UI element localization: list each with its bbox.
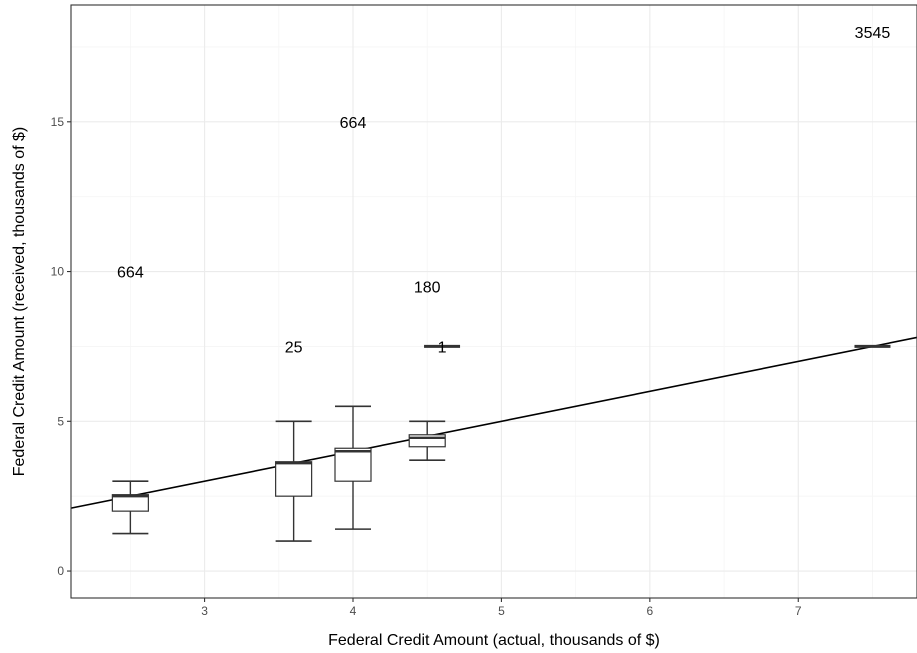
box [334,405,372,530]
x-tick-label: 3 [201,604,208,618]
y-tick-label: 10 [51,265,65,279]
reference-line-group [70,336,917,509]
panel-border [70,4,917,599]
reference-line [70,336,917,509]
count-label: 25 [285,339,303,356]
y-axis-ticks: 0 5 10 15 [51,115,71,578]
box [111,480,149,535]
box-body [111,494,149,512]
x-axis-ticks: 3 4 5 6 7 [201,598,802,618]
count-label: 1 [438,339,447,356]
boxplot-group [111,344,891,542]
box-body [408,434,446,448]
count-label: 180 [414,280,441,297]
box [408,420,446,462]
x-tick-label: 7 [795,604,802,618]
box-body [275,461,313,497]
y-tick-label: 15 [51,115,65,129]
x-tick-label: 5 [498,604,505,618]
x-tick-label: 4 [350,604,357,618]
count-labels: 664 25 664 180 1 3545 [117,25,890,356]
x-axis-title: Federal Credit Amount (actual, thousands… [328,632,660,649]
y-axis-title: Federal Credit Amount (received, thousan… [11,127,28,477]
x-tick-label: 6 [646,604,653,618]
major-grid [71,5,917,598]
count-label: 664 [340,115,367,132]
minor-grid [71,5,917,598]
count-label: 3545 [855,25,891,42]
box-body [334,447,372,482]
y-tick-label: 0 [57,564,64,578]
box [275,420,313,542]
count-label: 664 [117,265,144,282]
y-tick-label: 5 [57,414,64,428]
